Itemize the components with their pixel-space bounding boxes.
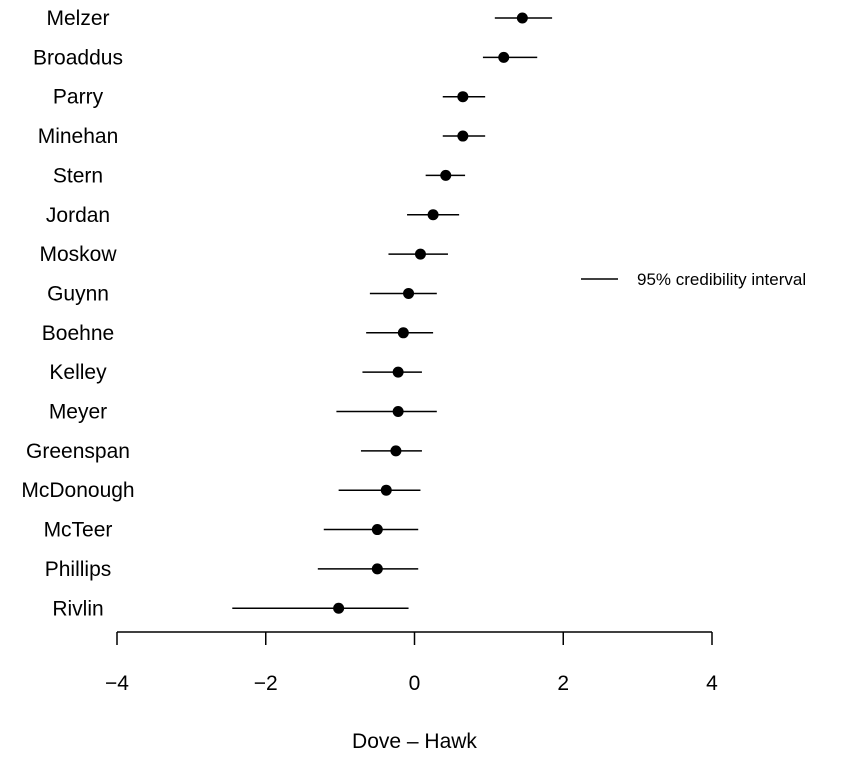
point-melzer: [516, 12, 528, 24]
x-axis-title: Dove – Hawk: [352, 730, 477, 753]
point-mcdonough: [380, 484, 392, 496]
point-stern: [440, 169, 452, 181]
points-layer: [333, 12, 528, 614]
label-meyer: Meyer: [49, 401, 107, 424]
label-rivlin: Rivlin: [52, 597, 103, 620]
point-moskow: [414, 248, 426, 260]
intervals-layer: [232, 17, 553, 609]
point-rivlin: [333, 602, 345, 614]
label-stern: Stern: [53, 164, 103, 187]
legend-label: 95% credibility interval: [637, 270, 806, 289]
x-tick-label-2: 0: [409, 672, 421, 695]
point-jordan: [427, 209, 439, 221]
point-guynn: [403, 287, 415, 299]
x-tick-label-0: −4: [105, 672, 129, 695]
point-meyer: [392, 406, 404, 417]
point-greenspan: [390, 445, 402, 457]
label-kelley: Kelley: [49, 361, 107, 384]
label-mcdonough: McDonough: [21, 479, 134, 502]
label-broaddus: Broaddus: [33, 46, 123, 69]
label-parry: Parry: [53, 86, 104, 109]
point-broaddus: [498, 51, 510, 63]
x-tick-label-1: −2: [254, 672, 278, 695]
x-tick-label-4: 4: [706, 672, 718, 695]
label-boehne: Boehne: [42, 322, 114, 345]
label-guynn: Guynn: [47, 282, 109, 305]
point-kelley: [392, 366, 404, 378]
label-melzer: Melzer: [46, 7, 109, 30]
member-labels: Melzer Broaddus Parry Minehan Stern Jordan Mos…: [21, 7, 134, 620]
label-mcteer: McTeer: [44, 519, 113, 542]
label-phillips: Phillips: [45, 558, 112, 581]
point-minehan: [457, 130, 469, 142]
label-moskow: Moskow: [39, 243, 117, 266]
point-parry: [457, 91, 469, 103]
label-minehan: Minehan: [38, 125, 119, 148]
point-boehne: [397, 327, 409, 339]
point-phillips: [371, 563, 383, 575]
label-jordan: Jordan: [46, 204, 110, 227]
point-mcteer: [371, 524, 383, 536]
x-axis: −4 −2 0 2 4: [105, 631, 718, 695]
label-greenspan: Greenspan: [26, 440, 130, 463]
legend: 95% credibility interval: [581, 270, 806, 289]
x-tick-label-3: 2: [557, 672, 569, 695]
